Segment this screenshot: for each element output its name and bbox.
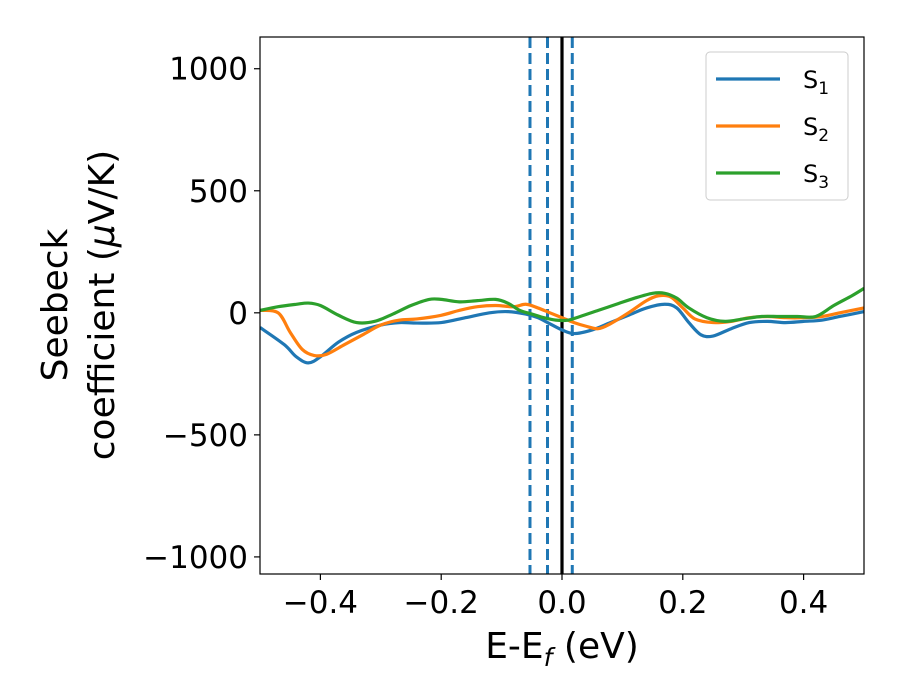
x-tick-label: −0.2 [404,585,479,621]
series-line-s3 [260,287,864,325]
y-axis-label-line1: Seebeck [35,228,76,381]
legend-label-s1: S1 [803,66,829,99]
y-axis-label: Seebeck coefficient (μV/K) [35,150,123,460]
x-axis: −0.4 −0.2 0.0 0.2 0.4 [283,574,828,621]
x-axis-label-unit: (eV) [552,626,638,667]
x-axis-label: E-Ef (eV) [485,626,639,672]
vertical-markers [528,37,574,574]
y-axis-label-line2: coefficient (μV/K) [82,150,123,460]
y-tick-label: 1000 [169,52,248,88]
y-tick-label: −500 [163,418,248,454]
x-tick-label: 0.0 [537,585,586,621]
y-tick-label: 500 [189,174,248,210]
x-tick-label: 0.4 [779,585,828,621]
series-lines [260,287,864,365]
y-axis: −1000 −500 0 500 1000 [143,52,260,576]
x-tick-label: −0.4 [283,585,358,621]
y-axis-label-mu: μ [82,224,123,248]
y-tick-label: 0 [228,296,248,332]
legend-label-s2: S2 [803,113,829,146]
x-tick-label: 0.2 [658,585,707,621]
y-tick-label: −1000 [143,540,248,576]
legend-label-s3: S3 [803,160,829,193]
series-line-s1 [260,302,864,365]
legend: S1 S2 S3 [705,51,849,201]
